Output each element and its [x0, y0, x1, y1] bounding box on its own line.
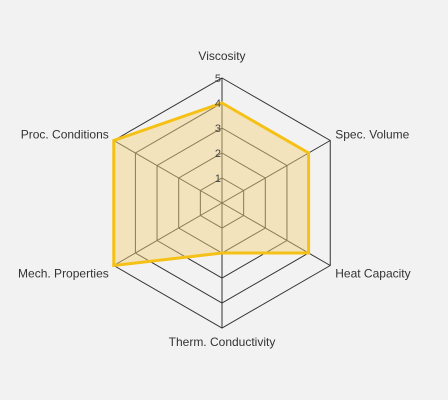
series-layer [112, 101, 311, 268]
axis-label-therm-conductivity: Therm. Conductivity [169, 335, 276, 349]
axis-spoke-4 [113, 202, 223, 266]
label-layer: Viscosity Spec. Volume Heat Capacity Therm.… [18, 49, 411, 349]
series-polygon-0 [112, 101, 311, 268]
tick-layer: 1 2 3 4 5 [215, 73, 221, 185]
tick-label-3: 3 [215, 123, 221, 135]
tick-label-2: 2 [215, 148, 221, 160]
axis-label-mech-properties: Mech. Properties [18, 267, 109, 281]
axis-layer [113, 78, 331, 328]
axis-spoke-1 [221, 140, 331, 204]
axis-label-spec-volume: Spec. Volume [335, 128, 409, 142]
axis-spoke-5 [113, 140, 223, 204]
tick-label-1: 1 [215, 173, 221, 185]
axis-label-heat-capacity: Heat Capacity [335, 267, 410, 281]
axis-label-viscosity: Viscosity [198, 49, 245, 63]
axis-spoke-2 [221, 202, 331, 266]
axis-label-proc-conditions: Proc. Conditions [21, 128, 109, 142]
tick-label-4: 4 [215, 98, 221, 110]
tick-label-5: 5 [215, 73, 221, 85]
